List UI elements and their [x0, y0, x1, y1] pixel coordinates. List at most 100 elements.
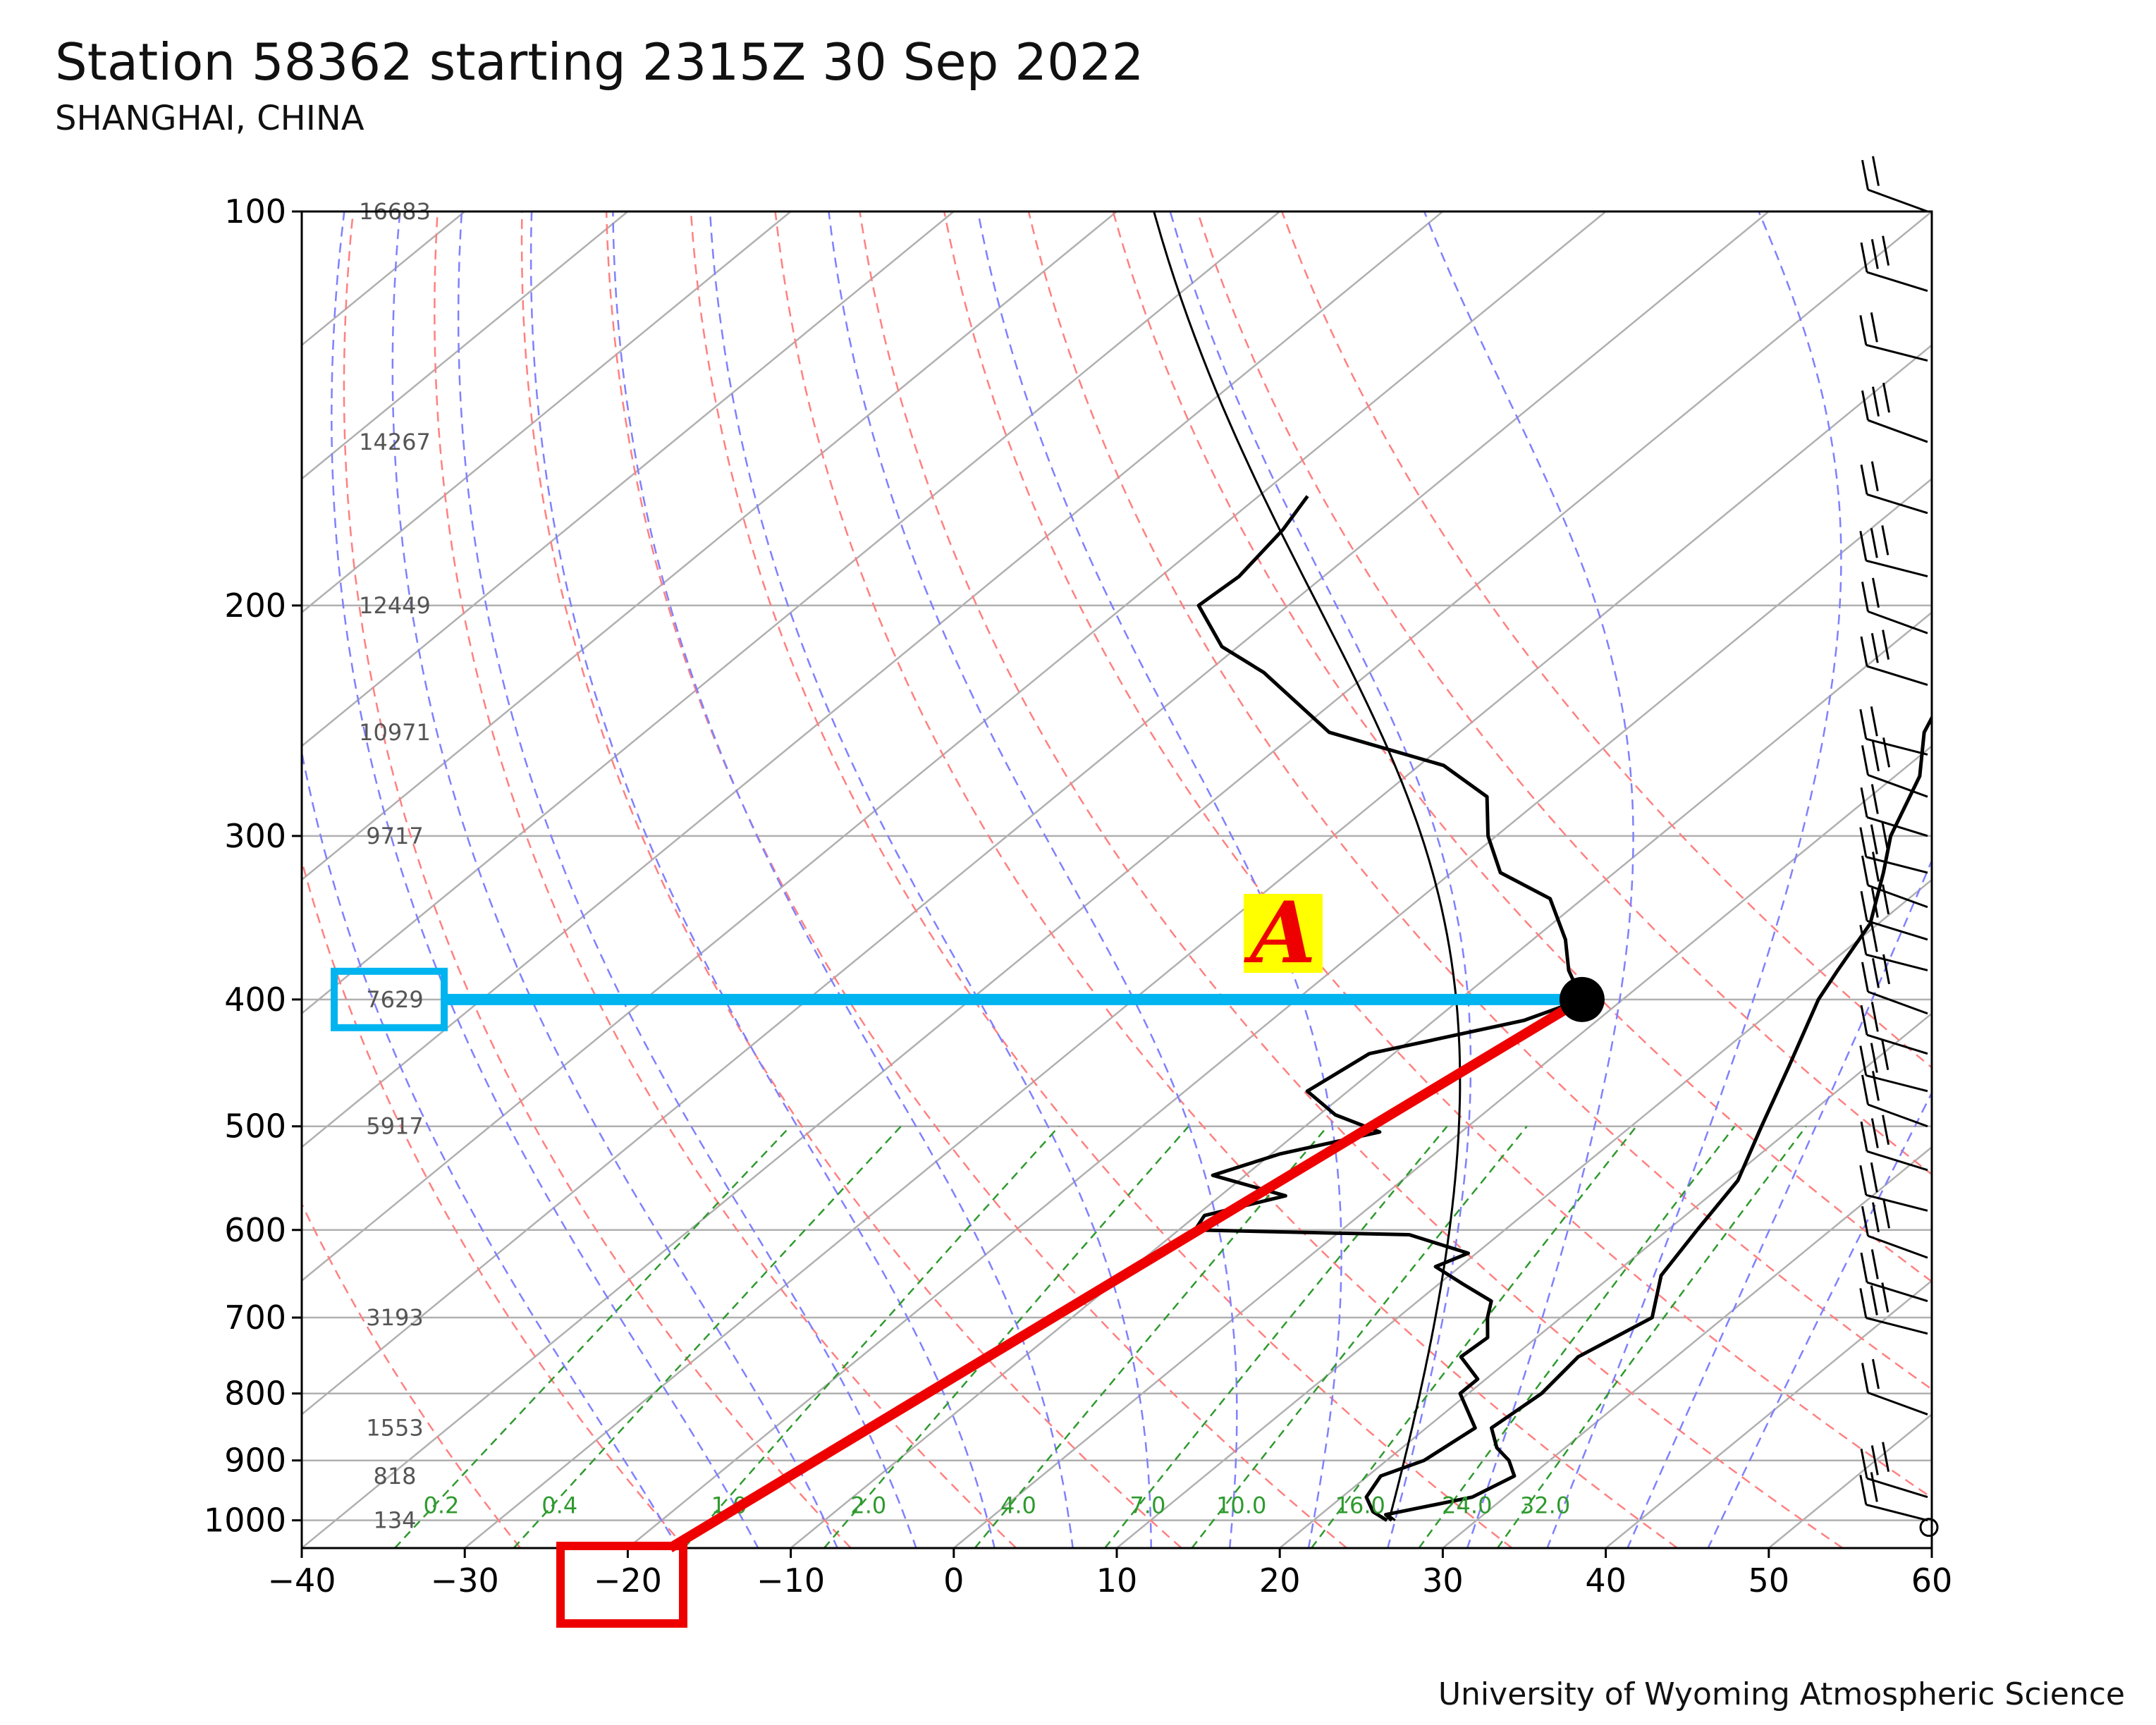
wind-barb-staff [1866, 343, 1928, 362]
wind-barb [1861, 156, 1928, 213]
wind-barb-flag [1861, 1205, 1869, 1236]
wind-barb-staff [1866, 856, 1928, 874]
height-label: 818 [373, 1463, 416, 1490]
wind-barb-staff [1866, 559, 1928, 578]
pressure-tick-label: 900 [224, 1442, 286, 1480]
wind-barb-flag [1859, 1045, 1868, 1076]
mixing-ratio-label: 24.0 [1442, 1492, 1492, 1519]
moist-adiabat-line [709, 211, 1153, 1548]
isotherm-line [1279, 1012, 1932, 1548]
wind-barb-flag [1860, 890, 1868, 921]
wind-barb-flag [1882, 884, 1890, 915]
isotherm-line [302, 211, 1932, 1548]
wind-barb-flag [1859, 1475, 1868, 1505]
wind-barb-staff [1866, 737, 1928, 756]
wind-barb-staff [1867, 1103, 1928, 1128]
mixing-ratio-line [394, 1125, 792, 1548]
wind-barb-flag [1861, 1074, 1869, 1105]
wind-barb-staff [1866, 919, 1928, 941]
isotherm-line [302, 211, 1607, 1282]
wind-barb [1861, 737, 1928, 798]
wind-barb-flag [1882, 954, 1890, 985]
moist-adiabat-line [331, 211, 759, 1548]
mixing-ratio-label: 0.4 [541, 1492, 577, 1519]
wind-barb-flag [1882, 235, 1890, 266]
isotherm-line [1442, 1146, 1932, 1548]
temperature-axis: −40 −30 −20 −10 0 10 20 30 40 50 60 [267, 1548, 1952, 1600]
pressure-tick-label: 600 [224, 1211, 286, 1249]
height-label: 134 [373, 1507, 416, 1534]
wind-barb-flag [1870, 1445, 1879, 1475]
wind-barb-flag [1870, 706, 1878, 737]
wind-barb [1860, 1249, 1928, 1303]
wind-barb-flag [1882, 382, 1890, 413]
wind-barb [1861, 382, 1928, 443]
wind-barb-staff [1866, 1033, 1928, 1055]
wind-barb-flag [1881, 1282, 1889, 1313]
wind-barb-flag [1861, 745, 1869, 775]
pressure-tick-label: 300 [224, 817, 286, 855]
isotherm-line [1116, 878, 1932, 1548]
wind-barb-staff [1866, 1317, 1928, 1335]
dry-adiabat-line [1027, 211, 1932, 1391]
mixing-ratio-line [1191, 1125, 1528, 1548]
moist-adiabat-line [1627, 858, 1932, 1548]
pressure-tick-label: 400 [224, 981, 286, 1019]
sounding-profiles [1193, 495, 1932, 1522]
wind-barb-staff [1866, 1150, 1928, 1172]
dry-adiabat-line [1281, 211, 1932, 1069]
wind-barb-staff [1866, 493, 1928, 515]
wind-barb-flag [1872, 1202, 1880, 1233]
pressure-tick-label: 500 [224, 1107, 286, 1146]
wind-barb-flag [1860, 1005, 1868, 1036]
moist-adiabats [302, 211, 1932, 1548]
wind-barb-flag [1870, 1472, 1878, 1502]
mixing-ratio-lines [394, 1125, 1807, 1548]
temperature-tick-label: −10 [757, 1561, 825, 1600]
wind-barb-flag [1860, 242, 1868, 273]
isotherm-line [953, 744, 1932, 1548]
wind-barb [1861, 1071, 1928, 1128]
credit-line: University of Wyoming Atmospheric Scienc… [1438, 1676, 2125, 1712]
mixing-ratio-label: 7.0 [1129, 1492, 1165, 1519]
isotherm-line [1605, 1279, 1932, 1548]
wind-barb [1859, 821, 1928, 874]
dry-adiabats [302, 211, 1932, 1548]
plot-area [302, 211, 1932, 1548]
parcel-line [1153, 211, 1462, 1521]
mixing-ratio-line [1496, 1125, 1807, 1548]
temperature-tick-label: 10 [1096, 1561, 1138, 1600]
wind-barb-flag [1882, 1198, 1890, 1229]
height-label: 12449 [359, 592, 431, 619]
annotation-label-a: A [1244, 891, 1323, 976]
wind-barb-staff [1866, 1193, 1928, 1212]
mixing-ratio-label: 0.2 [423, 1492, 459, 1519]
height-label: 5917 [366, 1113, 423, 1140]
mixing-ratio-line [513, 1125, 902, 1548]
annotation-point [1559, 976, 1605, 1022]
wind-barb-staff [1867, 188, 1928, 213]
moist-adiabat-line [1169, 211, 1472, 1548]
wind-barb [1861, 1198, 1928, 1259]
wind-barb-flag [1861, 390, 1869, 421]
moist-adiabat-line [457, 211, 917, 1548]
mixing-ratio-line [683, 1125, 1060, 1548]
dry-adiabat-line [343, 211, 852, 1548]
temperature-tick-label: 30 [1422, 1561, 1464, 1600]
wind-barb [1859, 1282, 1928, 1335]
annotation-blue-box [331, 967, 448, 1031]
wind-barb [1861, 852, 1928, 909]
moist-adiabat-line [1546, 211, 1842, 1548]
wind-barb-flag [1870, 1002, 1879, 1032]
wind-barb-flag [1872, 741, 1880, 772]
wind-barb-flag [1870, 824, 1878, 854]
wind-barb-flag [1872, 852, 1880, 882]
parcel-path [1153, 211, 1462, 1521]
wind-barb-flag [1882, 1115, 1890, 1146]
wind-barb-staff [1867, 610, 1928, 634]
wind-barb-flag [1870, 1162, 1878, 1193]
wind-barb-flag [1870, 1118, 1879, 1148]
wind-barb [1859, 1472, 1928, 1522]
isotherm-line [464, 343, 1932, 1548]
wind-barb-flag [1870, 888, 1879, 918]
